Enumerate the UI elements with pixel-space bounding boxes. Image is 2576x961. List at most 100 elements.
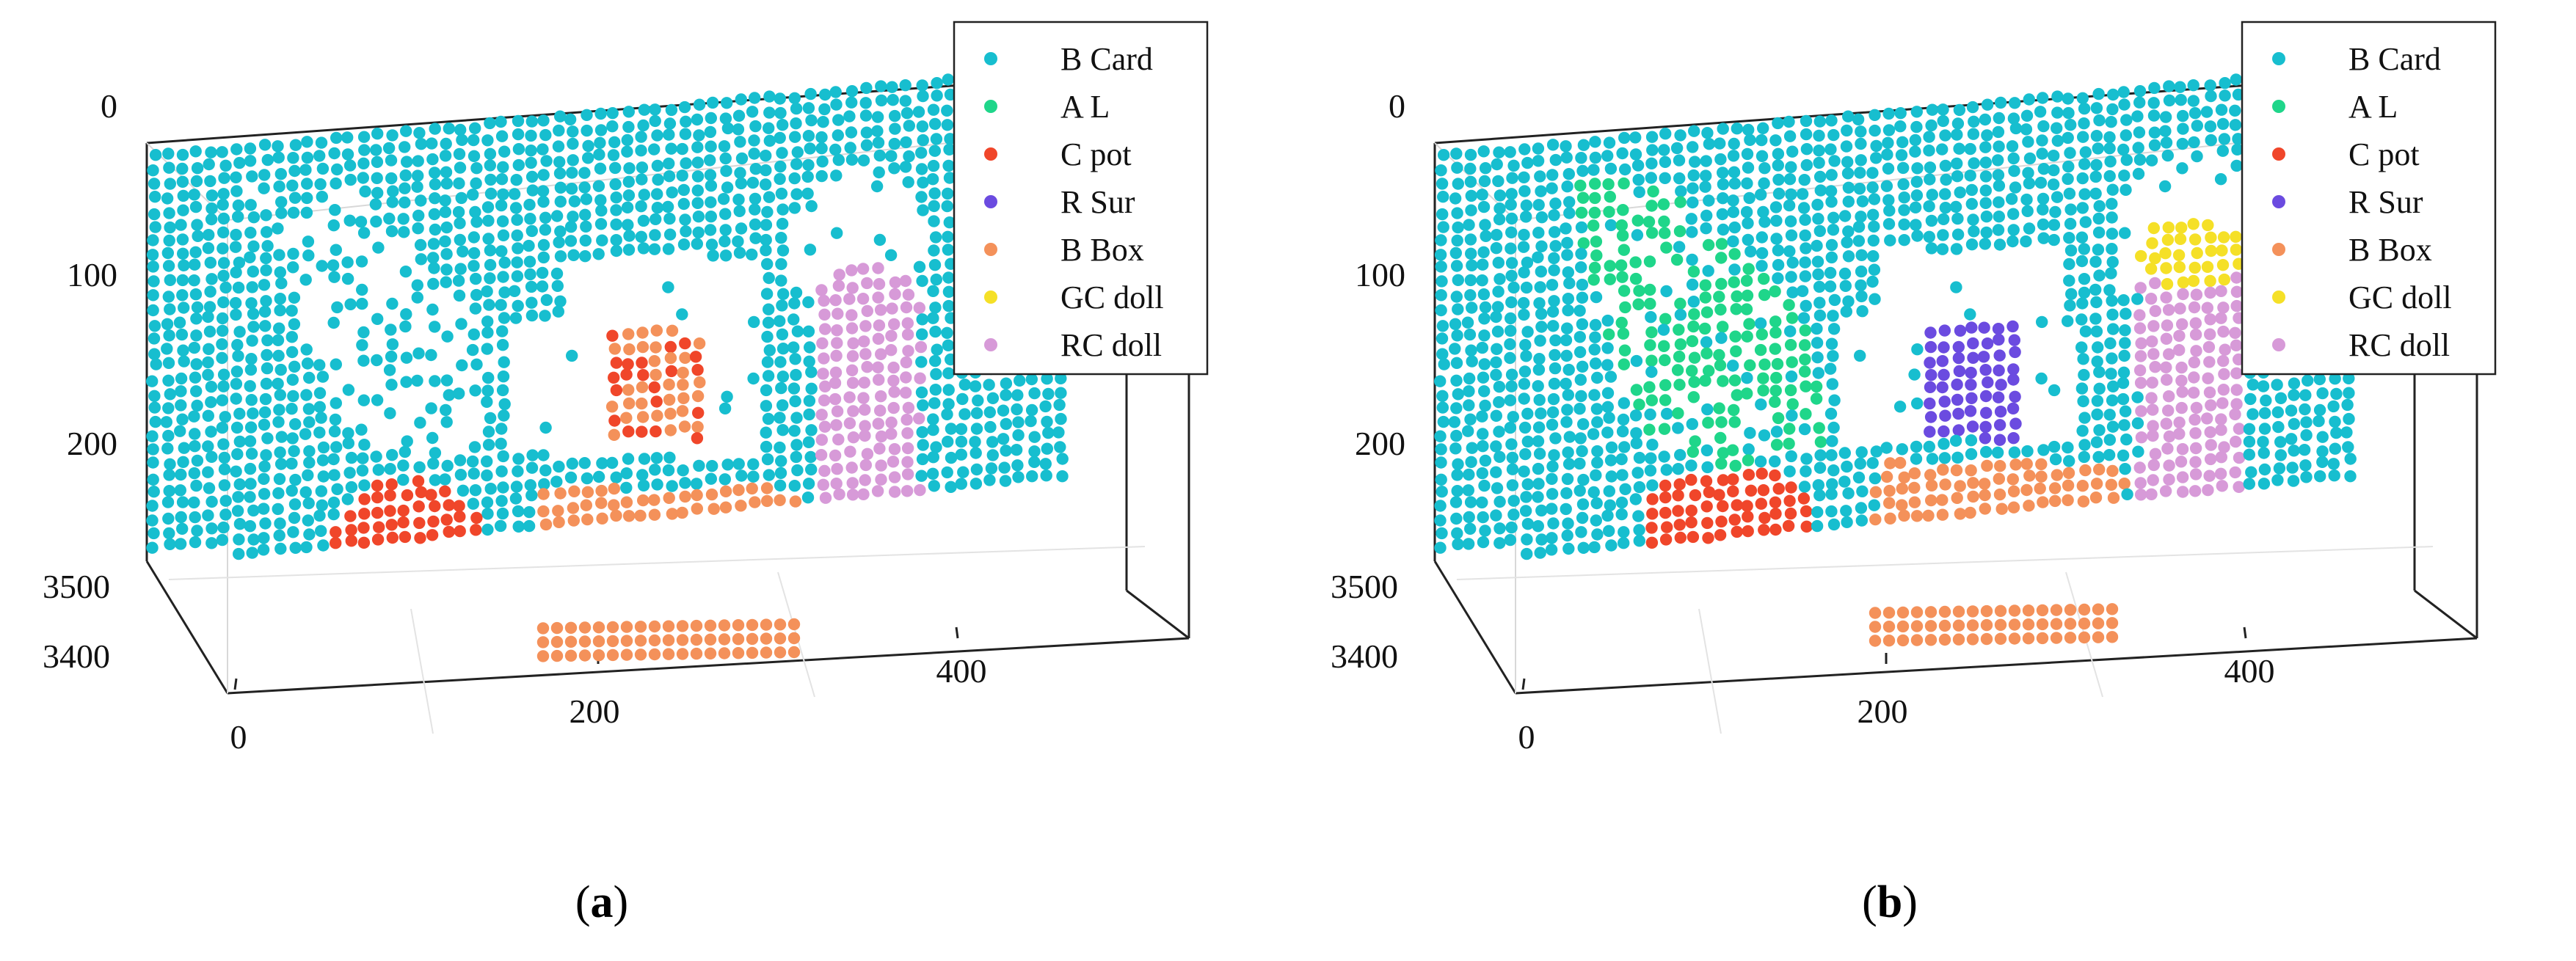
data-point (1786, 409, 1798, 422)
data-point (369, 198, 382, 211)
data-point (496, 339, 509, 351)
data-point (944, 133, 956, 145)
data-point (1714, 431, 1727, 445)
data-point (1784, 507, 1797, 520)
data-point (303, 371, 316, 384)
data-point (358, 439, 371, 451)
data-point (763, 106, 776, 119)
data-point (594, 107, 607, 120)
data-point (2048, 233, 2060, 246)
data-point (1437, 149, 1450, 161)
data-point (1493, 450, 1506, 463)
data-point (1633, 285, 1645, 297)
data-point (2132, 167, 2145, 180)
data-point (1645, 522, 1658, 534)
data-point (244, 251, 256, 263)
data-point (497, 450, 509, 463)
data-point (928, 244, 940, 257)
data-point (469, 205, 481, 219)
data-point (594, 136, 606, 149)
data-point (832, 279, 845, 292)
data-point (509, 312, 523, 324)
data-point (1964, 506, 1976, 519)
data-point (917, 134, 929, 147)
data-point (146, 430, 159, 442)
data-point (610, 204, 622, 216)
data-point (1979, 432, 1992, 445)
data-point (1952, 340, 1965, 354)
data-point (1824, 280, 1837, 293)
data-point (1842, 487, 1855, 500)
data-point (2007, 112, 2020, 125)
data-point (1562, 168, 1575, 180)
data-point (887, 374, 900, 387)
data-point (1479, 219, 1491, 231)
data-point (1465, 344, 1477, 357)
data-point (1882, 162, 1895, 175)
data-point (2020, 235, 2032, 248)
data-point (1993, 211, 2005, 223)
data-point (1591, 528, 1604, 541)
data-point (885, 150, 898, 162)
data-point (1603, 136, 1616, 149)
data-point (1812, 479, 1824, 492)
data-point (164, 178, 176, 190)
data-point (1604, 499, 1616, 511)
data-point (2020, 193, 2033, 206)
data-point (327, 219, 340, 232)
data-point (1701, 403, 1714, 416)
data-point (495, 465, 508, 478)
data-point (2020, 109, 2034, 122)
data-point (2009, 417, 2022, 430)
data-point (469, 302, 482, 315)
data-point (1532, 251, 1544, 263)
data-point (1798, 423, 1811, 436)
data-point (928, 215, 940, 227)
data-point (1479, 399, 1491, 412)
data-point (817, 116, 829, 128)
data-point (762, 316, 775, 329)
data-point (1618, 131, 1631, 145)
data-point (774, 646, 787, 659)
data-point (1896, 634, 1910, 647)
data-point (1012, 429, 1025, 442)
data-point (1770, 233, 1783, 245)
data-point (1825, 337, 1838, 350)
data-point (1619, 163, 1631, 176)
data-point (285, 331, 298, 343)
data-point (1910, 440, 1923, 453)
data-point (776, 399, 789, 412)
data-point (901, 442, 914, 455)
data-point (649, 103, 661, 116)
data-point (1466, 442, 1478, 454)
data-point (1994, 604, 2007, 617)
data-point (1715, 277, 1728, 291)
data-point (526, 449, 539, 461)
data-point (942, 73, 955, 86)
legend-marker (2272, 147, 2285, 161)
data-point (1825, 114, 1838, 127)
data-point (1841, 460, 1853, 473)
data-point (928, 480, 941, 492)
data-point (371, 354, 383, 367)
data-point (2163, 390, 2175, 403)
data-point (651, 478, 663, 491)
data-point (790, 412, 803, 424)
data-point (247, 504, 260, 517)
data-point (2203, 386, 2216, 399)
data-point (636, 381, 649, 393)
data-point (2092, 226, 2106, 239)
data-point (1521, 407, 1534, 420)
data-point (1967, 128, 1980, 140)
data-point (564, 649, 578, 662)
data-point (1590, 249, 1603, 262)
data-point (582, 139, 594, 153)
data-point (1741, 289, 1754, 302)
data-point (1534, 170, 1546, 183)
data-point (636, 173, 648, 186)
data-point (2050, 632, 2063, 644)
data-point (760, 426, 772, 439)
data-point (1632, 510, 1645, 522)
data-point (774, 92, 787, 105)
data-point (440, 137, 452, 150)
